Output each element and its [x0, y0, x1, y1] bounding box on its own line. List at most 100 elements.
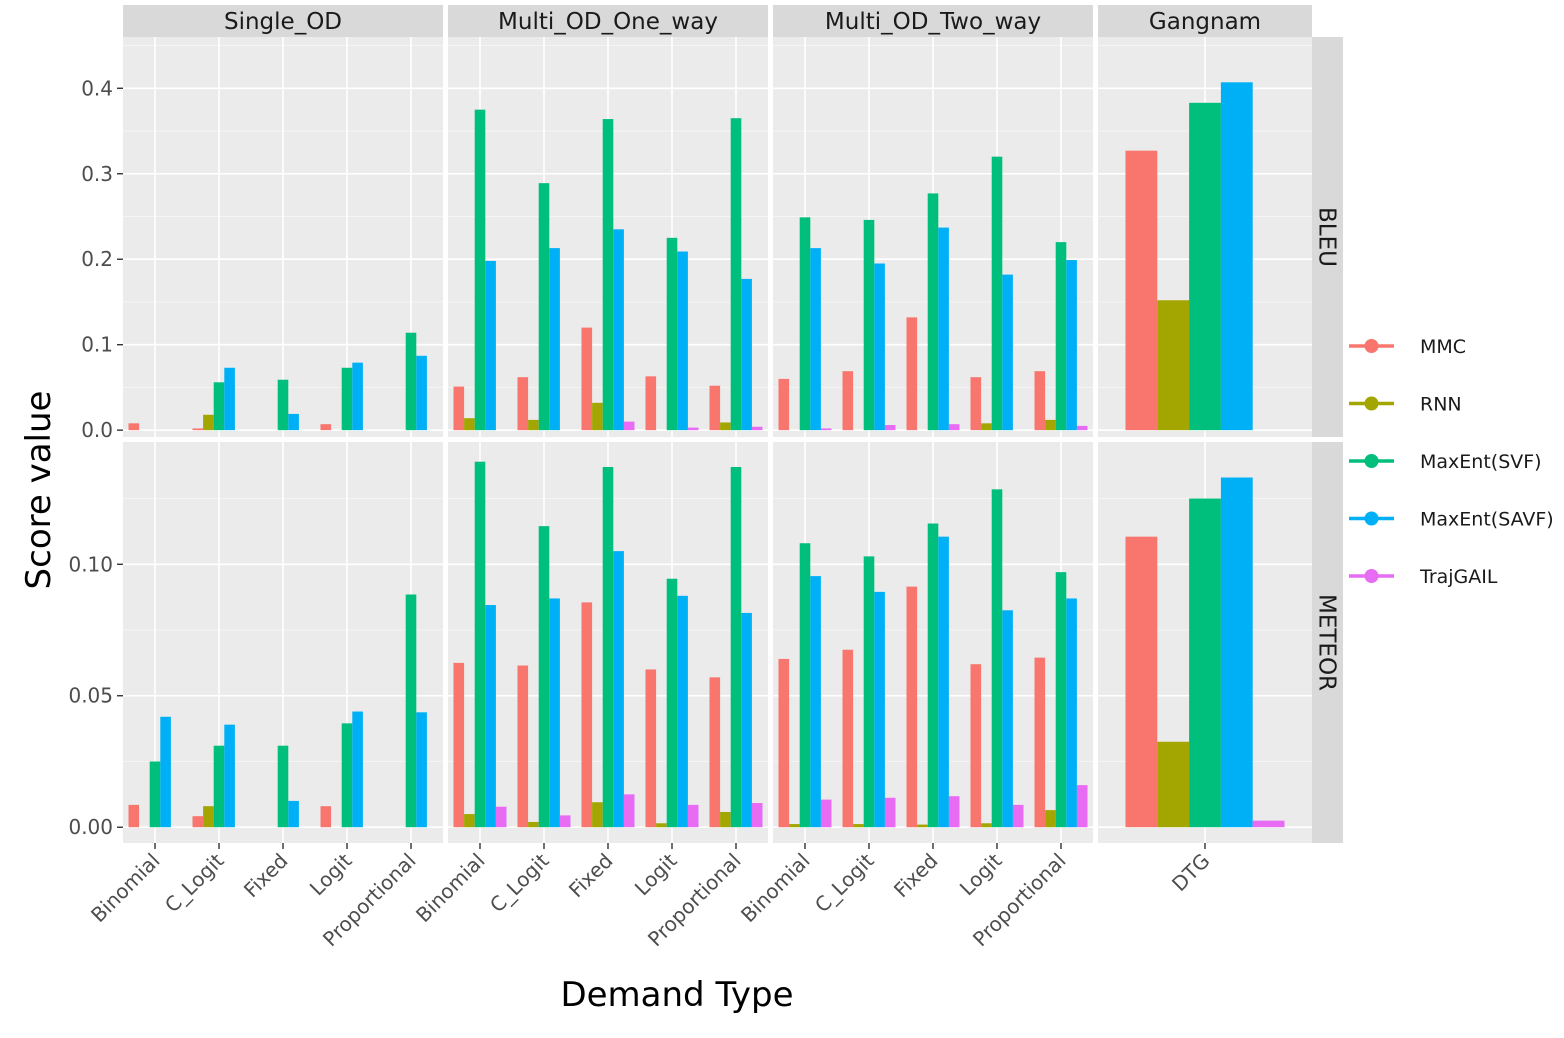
x-tick-label-c-logit: C_Logit: [810, 848, 879, 917]
legend-key-point: [1364, 511, 1379, 526]
y-tick-label-bleu: 0.3: [81, 162, 113, 186]
legend: MMC RNN MaxEnt(SVF) MaxEnt(SAVF) TrajGAIL: [1349, 336, 1554, 588]
bar-meteor-multi-od-one-way-proportional-trajgail: [751, 803, 763, 828]
bar-meteor-single-od-proportional-maxent-savf: [416, 712, 427, 828]
bar-meteor-multi-od-one-way-binomial-rnn: [464, 814, 475, 828]
bar-meteor-multi-od-two-way-fixed-maxent-svf: [927, 523, 939, 828]
y-tick-label-meteor: 0.10: [68, 552, 113, 576]
bar-meteor-multi-od-two-way-binomial-trajgail: [820, 799, 832, 828]
bar-bleu-multi-od-one-way-c-logit-maxent-savf: [549, 248, 560, 431]
bar-meteor-multi-od-two-way-proportional-maxent-savf: [1066, 598, 1077, 828]
bar-bleu-multi-od-two-way-fixed-mmc: [906, 317, 918, 431]
legend-item-maxent-savf: MaxEnt(SAVF): [1349, 509, 1554, 531]
legend-label: MaxEnt(SAVF): [1420, 509, 1554, 531]
bar-meteor-multi-od-one-way-fixed-maxent-svf: [602, 466, 614, 828]
x-axis-title: Demand Type: [560, 975, 793, 1015]
bar-meteor-multi-od-one-way-c-logit-trajgail: [559, 815, 571, 828]
bar-meteor-gangnam-dtg-maxent-svf: [1189, 498, 1221, 828]
bar-meteor-single-od-c-logit-maxent-svf: [213, 745, 225, 828]
bar-meteor-multi-od-one-way-c-logit-mmc: [517, 665, 529, 828]
bar-bleu-gangnam-dtg-rnn: [1157, 300, 1190, 431]
bar-bleu-multi-od-two-way-fixed-maxent-svf: [927, 193, 939, 431]
bar-meteor-multi-od-one-way-fixed-trajgail: [623, 794, 635, 828]
x-tick-label-binomial: Binomial: [736, 849, 815, 928]
legend-key-point: [1364, 396, 1379, 411]
x-tick-label-logit: Logit: [955, 848, 1007, 900]
bar-meteor-multi-od-two-way-logit-rnn: [981, 823, 992, 828]
y-axes: 0.0 0.1 0.2 0.3 0.4 0.00 0.05 0.10: [68, 76, 123, 839]
bar-meteor-multi-od-one-way-c-logit-maxent-savf: [549, 598, 560, 828]
bar-meteor-multi-od-two-way-fixed-trajgail: [948, 796, 960, 828]
bar-bleu-single-od-proportional-maxent-savf: [416, 355, 427, 431]
bar-bleu-multi-od-one-way-logit-maxent-savf: [677, 251, 688, 431]
bar-bleu-multi-od-two-way-binomial-maxent-savf: [810, 248, 821, 431]
bar-meteor-single-od-logit-mmc: [320, 806, 332, 828]
bar-meteor-single-od-c-logit-rnn: [203, 806, 214, 828]
bar-bleu-multi-od-two-way-logit-mmc: [970, 377, 982, 431]
bar-bleu-single-od-logit-maxent-savf: [352, 362, 363, 431]
facet-panels: [123, 37, 1312, 843]
x-tick-label-fixed: Fixed: [564, 849, 618, 903]
bar-meteor-multi-od-one-way-fixed-maxent-savf: [613, 551, 624, 828]
facet-strips: Single_OD Multi_OD_One_way Multi_OD_Two_wa…: [123, 5, 1343, 843]
bar-bleu-multi-od-one-way-fixed-trajgail: [623, 421, 635, 431]
strip-label-multi-od-two-way: Multi_OD_Two_way: [825, 9, 1041, 35]
x-tick-label-binomial: Binomial: [411, 849, 490, 928]
x-tick-label-c-logit: C_Logit: [160, 848, 229, 917]
panel-meteor-gangnam: [1098, 442, 1312, 843]
y-tick-label-bleu: 0.1: [81, 333, 113, 357]
bar-bleu-gangnam-dtg-maxent-svf: [1189, 102, 1221, 431]
bar-meteor-multi-od-two-way-binomial-maxent-savf: [810, 576, 821, 828]
y-tick-label-meteor: 0.05: [68, 684, 113, 708]
bar-meteor-multi-od-one-way-binomial-maxent-savf: [485, 605, 496, 828]
bar-bleu-multi-od-two-way-fixed-maxent-savf: [938, 227, 949, 431]
bar-bleu-multi-od-one-way-fixed-maxent-savf: [613, 229, 624, 431]
legend-label: TrajGAIL: [1419, 566, 1498, 588]
bar-bleu-single-od-c-logit-maxent-svf: [213, 382, 225, 431]
bar-meteor-multi-od-one-way-c-logit-maxent-svf: [538, 526, 550, 828]
bar-meteor-multi-od-one-way-proportional-rnn: [720, 811, 731, 828]
bar-bleu-single-od-c-logit-maxent-savf: [224, 367, 235, 431]
legend-label: RNN: [1420, 394, 1462, 416]
bar-meteor-single-od-binomial-maxent-svf: [149, 761, 161, 828]
bar-meteor-single-od-binomial-maxent-savf: [160, 716, 171, 828]
bar-meteor-multi-od-one-way-c-logit-rnn: [528, 821, 539, 828]
panel-meteor-multi-od-two-way: [773, 442, 1093, 843]
bar-bleu-multi-od-two-way-logit-maxent-svf: [991, 156, 1003, 431]
legend-key-point: [1364, 454, 1379, 468]
bar-bleu-gangnam-dtg-maxent-savf: [1220, 82, 1253, 431]
x-tick-label-fixed: Fixed: [239, 849, 293, 903]
bar-bleu-single-od-binomial-mmc: [128, 423, 140, 431]
bar-bleu-multi-od-one-way-logit-mmc: [645, 376, 657, 431]
y-tick-label-bleu: 0.0: [81, 418, 113, 442]
bar-meteor-single-od-fixed-maxent-savf: [288, 800, 299, 828]
bar-meteor-single-od-fixed-maxent-svf: [277, 745, 289, 828]
legend-item-trajgail: TrajGAIL: [1349, 566, 1498, 588]
bar-bleu-multi-od-one-way-proportional-mmc: [709, 385, 721, 431]
y-tick-label-meteor: 0.00: [68, 815, 113, 839]
bar-meteor-multi-od-two-way-proportional-rnn: [1045, 810, 1056, 828]
bar-bleu-multi-od-one-way-binomial-maxent-savf: [485, 260, 496, 431]
bar-bleu-multi-od-one-way-logit-maxent-svf: [666, 237, 678, 431]
strip-label-multi-od-one-way: Multi_OD_One_way: [498, 9, 718, 35]
bar-bleu-multi-od-two-way-c-logit-trajgail: [884, 425, 896, 431]
bar-meteor-multi-od-one-way-proportional-maxent-svf: [730, 466, 742, 828]
bar-bleu-multi-od-two-way-binomial-trajgail: [820, 428, 832, 431]
bar-meteor-multi-od-two-way-logit-maxent-savf: [1002, 610, 1013, 828]
x-tick-label-logit: Logit: [630, 848, 682, 900]
strip-meteor: [1312, 442, 1343, 843]
bar-bleu-multi-od-one-way-fixed-mmc: [581, 327, 593, 431]
bar-bleu-multi-od-two-way-binomial-maxent-svf: [799, 217, 811, 431]
bar-meteor-multi-od-two-way-c-logit-maxent-savf: [874, 591, 885, 828]
bar-meteor-multi-od-two-way-proportional-mmc: [1034, 657, 1046, 828]
bar-bleu-gangnam-dtg-mmc: [1125, 150, 1158, 431]
bar-bleu-multi-od-two-way-c-logit-maxent-savf: [874, 263, 885, 431]
bar-meteor-multi-od-two-way-c-logit-trajgail: [884, 797, 896, 828]
bar-meteor-multi-od-two-way-logit-mmc: [970, 664, 982, 828]
panel-meteor-single-od: [123, 442, 443, 843]
panel-bleu-multi-od-one-way: [448, 37, 768, 437]
bar-meteor-single-od-proportional-maxent-svf: [405, 594, 417, 828]
bar-meteor-single-od-logit-maxent-svf: [341, 723, 353, 828]
bar-bleu-multi-od-two-way-proportional-mmc: [1034, 371, 1046, 431]
bar-bleu-multi-od-one-way-c-logit-maxent-svf: [538, 183, 550, 431]
